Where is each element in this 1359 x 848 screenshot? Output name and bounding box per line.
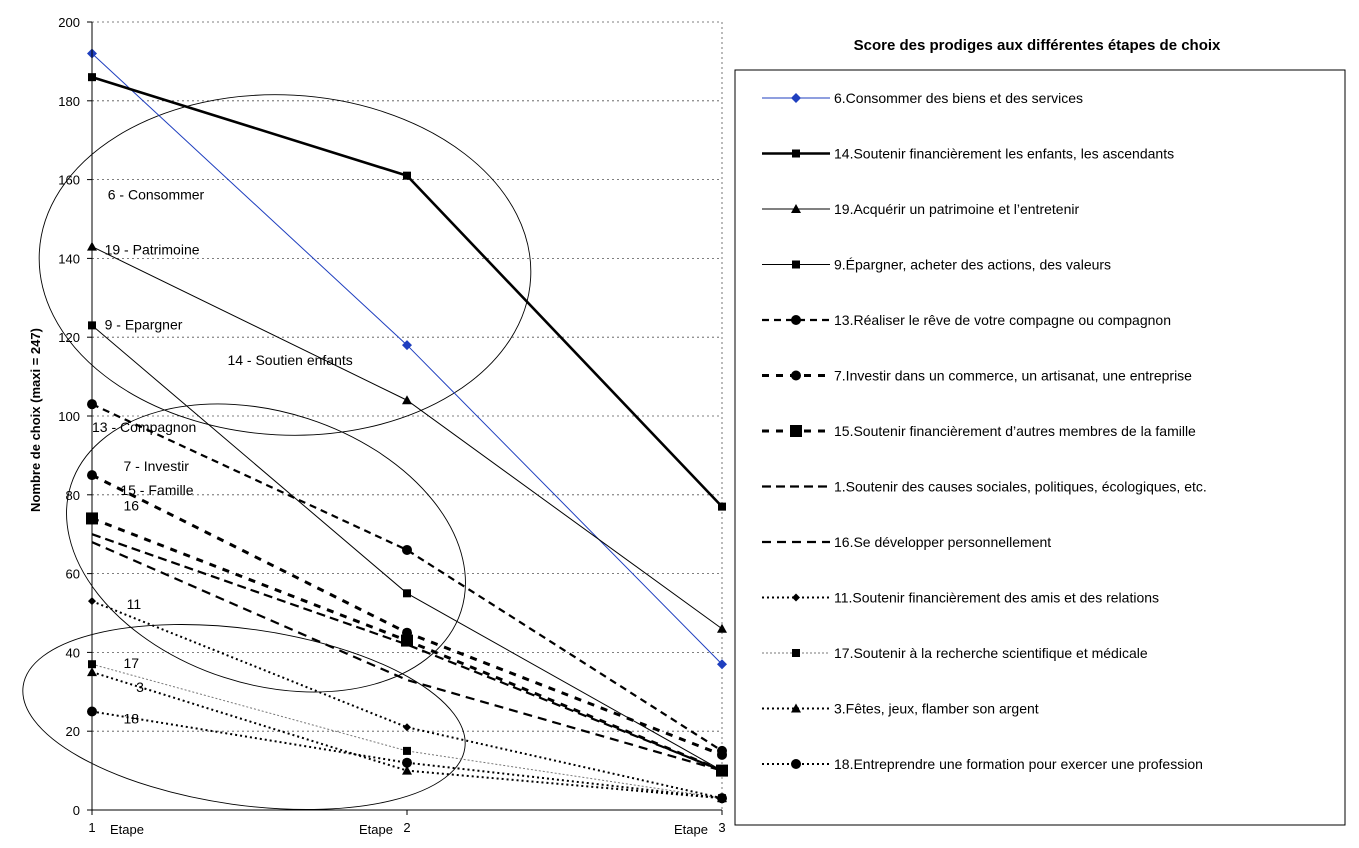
- series-line-4: [91, 403, 723, 752]
- series-line-12: [91, 710, 723, 800]
- series-point-6-2: [716, 764, 728, 777]
- series-point-0-1: [402, 340, 412, 351]
- x-tick-label: 2: [403, 820, 410, 835]
- y-tick-label: 100: [58, 409, 80, 424]
- series-line-8: [91, 541, 723, 772]
- annotation-label: 16: [124, 498, 140, 514]
- legend-entry-label: 11.Soutenir financièrement des amis et d…: [834, 590, 1159, 606]
- legend-entry-label: 18.Entreprendre une formation pour exerc…: [834, 756, 1203, 772]
- annotation-label: 6 - Consommer: [108, 186, 205, 202]
- series-point-5-2: [717, 749, 727, 760]
- x-stage-label: Etape: [674, 822, 708, 837]
- legend-box: [734, 69, 1346, 826]
- series-point-9-1: [403, 723, 411, 732]
- legend-swatch-marker: [791, 759, 801, 769]
- series-line-2: [91, 246, 723, 630]
- legend-swatch-marker: [791, 204, 801, 213]
- legend-entry-label: 7.Investir dans un commerce, un artisana…: [834, 368, 1192, 384]
- y-tick-label: 200: [58, 15, 80, 30]
- legend-swatch-marker: [792, 260, 800, 269]
- series-line-0: [91, 53, 723, 665]
- annotations: 14 - Soutien enfants 6 - Consommer 19 - Pa…: [92, 186, 353, 726]
- group-ellipses: [22, 94, 532, 810]
- legend-entry-label: 9.Épargner, acheter des actions, des val…: [834, 257, 1111, 273]
- legend-entry-label: 1.Soutenir des causes sociales, politiqu…: [834, 479, 1207, 495]
- annotation-label: 11: [127, 596, 142, 612]
- legend-swatch-marker: [791, 703, 801, 713]
- annotation-label: 15 - Famille: [120, 482, 193, 498]
- series-point-2-1: [402, 395, 412, 405]
- series-point-0-2: [717, 659, 727, 670]
- series-line-10: [91, 663, 723, 799]
- series-point-2-2: [717, 623, 727, 633]
- series-point-1-1: [403, 171, 411, 180]
- y-tick-label: 80: [66, 488, 80, 503]
- series-line-5: [91, 473, 723, 757]
- legend-entry-label: 13.Réaliser le rêve de votre compagne ou…: [834, 312, 1171, 328]
- y-tick-label: 120: [58, 330, 80, 345]
- ellipse-bottom-group: [22, 624, 466, 810]
- legend-entry-label: 3.Fêtes, jeux, flamber son argent: [834, 701, 1039, 717]
- annotation-label: 18: [124, 710, 140, 726]
- series-point-10-1: [403, 746, 411, 755]
- annotation-label: 14 - Soutien enfants: [227, 352, 352, 368]
- x-tick-label: 1: [88, 820, 95, 835]
- legend-swatch-marker: [791, 315, 801, 325]
- legend-entry-label: 17.Soutenir à la recherche scientifique …: [834, 645, 1148, 661]
- y-tick-label: 20: [66, 724, 80, 739]
- x-stage-label: Etape: [359, 822, 393, 837]
- legend-swatch-marker: [792, 649, 800, 657]
- x-tick-label: 3: [718, 820, 725, 835]
- legend-entry-label: 19.Acquérir un patrimoine et l’entreteni…: [834, 201, 1079, 217]
- annotation-label: 13 - Compagnon: [92, 419, 196, 435]
- axes: 0 20 40 60 80 100 120 140 160 180 200 1 Etape 2 Etape 3…: [58, 15, 725, 837]
- x-stage-label: Etape: [110, 822, 144, 837]
- y-axis-label: Nombre de choix (maxi = 247): [28, 328, 43, 512]
- annotation-label: 3: [136, 679, 144, 695]
- y-tick-label: 40: [66, 645, 80, 660]
- series-point-1-2: [718, 502, 726, 511]
- series-point-6-1: [401, 634, 413, 647]
- chart-title: Score des prodiges aux différentes étape…: [854, 37, 1221, 54]
- legend: 6.Consommer des biens et des services 14.…: [762, 90, 1207, 772]
- ellipse-top-group: [38, 94, 532, 436]
- legend-entry-label: 15.Soutenir financièrement d’autres memb…: [834, 423, 1196, 439]
- legend-swatch-marker: [790, 425, 802, 437]
- series-point-4-1: [402, 544, 412, 555]
- y-tick-label: 0: [73, 803, 80, 818]
- annotation-label: 17: [124, 655, 140, 671]
- ellipse-middle-group: [66, 403, 466, 693]
- legend-swatch-marker: [791, 370, 801, 381]
- legend-swatch-marker: [792, 149, 800, 158]
- legend-swatch-marker: [792, 593, 800, 602]
- y-tick-label: 60: [66, 567, 80, 582]
- series-point-11-1: [402, 765, 412, 775]
- annotation-label: 7 - Investir: [124, 458, 190, 474]
- annotation-label: 19 - Patrimoine: [105, 241, 200, 257]
- legend-entry-label: 6.Consommer des biens et des services: [834, 90, 1083, 106]
- series-point-12-1: [402, 757, 412, 768]
- series-point-3-1: [403, 589, 411, 598]
- legend-entry-label: 16.Se développer personnellement: [834, 534, 1051, 550]
- y-tick-label: 140: [58, 251, 80, 266]
- legend-entry-label: 14.Soutenir financièrement les enfants, …: [834, 146, 1174, 162]
- series-point-12-2: [717, 793, 727, 804]
- annotation-label: 9 - Epargner: [105, 316, 183, 332]
- y-tick-label: 160: [58, 173, 80, 188]
- legend-swatch-marker: [791, 93, 801, 103]
- y-tick-label: 180: [58, 94, 80, 109]
- series-line-11: [91, 671, 723, 800]
